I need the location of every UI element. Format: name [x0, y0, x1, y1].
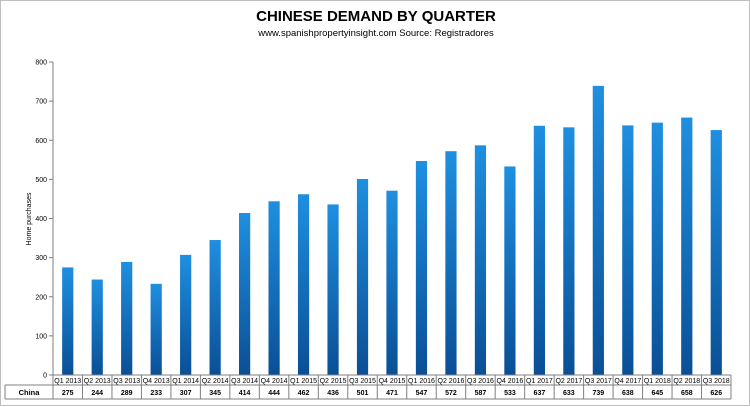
bar	[209, 240, 221, 375]
data-label: 275	[62, 390, 74, 397]
x-tick-label: Q2 2014	[202, 378, 229, 385]
y-tick-label: 300	[35, 255, 47, 262]
bar	[563, 127, 575, 376]
data-label: 307	[180, 390, 192, 397]
x-tick-label: Q2 2013	[84, 378, 111, 385]
y-tick-label: 500	[35, 177, 47, 184]
y-tick-label: 800	[35, 60, 47, 67]
data-label: 533	[504, 390, 516, 397]
x-tick-label: Q2 2018	[673, 378, 700, 385]
bar	[445, 151, 457, 375]
data-label: 658	[681, 390, 693, 397]
data-label: 244	[91, 390, 103, 397]
bar	[415, 160, 428, 375]
data-label: 444	[268, 390, 280, 397]
bar	[651, 122, 663, 375]
x-tick-label: Q4 2016	[496, 378, 523, 385]
data-table: Q1 2013 275 Q2 2013 244 Q3 2013 289 Q4 2013 233…	[4, 374, 732, 400]
x-tick-label: Q2 2017	[555, 378, 582, 385]
bar	[62, 267, 74, 375]
bar	[474, 145, 487, 375]
x-tick-label: Q4 2017	[614, 378, 641, 385]
bar	[504, 166, 516, 375]
bars	[62, 85, 722, 376]
x-tick-label: Q3 2017	[585, 378, 612, 385]
x-tick-label: Q4 2015	[379, 378, 406, 385]
x-tick-label: Q4 2014	[261, 378, 288, 385]
data-label: 345	[209, 390, 221, 397]
y-tick-label: 600	[35, 138, 47, 145]
data-label: 471	[386, 390, 398, 397]
y-tick-label: 400	[35, 216, 47, 223]
bar	[533, 125, 545, 376]
bar	[268, 201, 280, 375]
y-tick-label: 100	[35, 333, 47, 340]
x-tick-label: Q3 2014	[231, 378, 258, 385]
x-tick-label: Q3 2013	[113, 378, 140, 385]
bar	[327, 204, 339, 375]
chart-subtitle: www.spanishpropertyinsight.com Source: R…	[257, 28, 494, 39]
bar	[386, 190, 398, 375]
data-label: 436	[327, 390, 339, 397]
data-label: 289	[121, 390, 133, 397]
data-label: 587	[475, 390, 487, 397]
data-label: 633	[563, 390, 575, 397]
x-tick-label: Q3 2015	[349, 378, 376, 385]
data-label: 414	[239, 390, 251, 397]
data-label: 645	[651, 390, 663, 397]
data-label: 233	[150, 390, 162, 397]
x-tick-label: Q1 2015	[290, 378, 317, 385]
chart-title: CHINESE DEMAND BY QUARTER	[256, 8, 496, 25]
x-tick-label: Q2 2016	[438, 378, 465, 385]
bar	[121, 261, 133, 375]
bar	[239, 213, 251, 375]
data-label: 739	[593, 390, 605, 397]
data-label: 462	[298, 390, 310, 397]
y-tick-label: 700	[35, 99, 47, 106]
x-tick-label: Q2 2015	[320, 378, 347, 385]
x-tick-label: Q1 2017	[526, 378, 553, 385]
y-tick-label: 200	[35, 294, 47, 301]
y-tick-label: 0	[43, 373, 47, 380]
x-tick-label: Q3 2016	[467, 378, 494, 385]
bar	[180, 254, 192, 375]
data-label: 637	[534, 390, 546, 397]
bar	[710, 130, 722, 375]
bar	[297, 194, 310, 375]
x-tick-label: Q3 2018	[703, 378, 730, 385]
x-tick-label: Q1 2014	[172, 378, 199, 385]
data-label: 626	[710, 390, 722, 397]
bar	[622, 125, 634, 375]
series-label: China	[19, 388, 41, 397]
y-axis-label: Home purchases	[26, 192, 33, 245]
bar	[592, 85, 604, 376]
x-tick-label: Q1 2016	[408, 378, 435, 385]
data-label: 547	[416, 390, 428, 397]
x-tick-label: Q1 2018	[644, 378, 671, 385]
data-label: 501	[357, 390, 369, 397]
data-label: 638	[622, 390, 634, 397]
bar	[91, 279, 103, 375]
bar	[150, 283, 162, 375]
x-tick-label: Q4 2013	[143, 378, 170, 385]
axes: 0 100 200 300 400 500 600 700 800	[35, 60, 54, 380]
x-tick-label: Q1 2013	[54, 378, 81, 385]
bar	[681, 117, 693, 376]
bar	[356, 178, 369, 375]
data-label: 572	[445, 390, 457, 397]
